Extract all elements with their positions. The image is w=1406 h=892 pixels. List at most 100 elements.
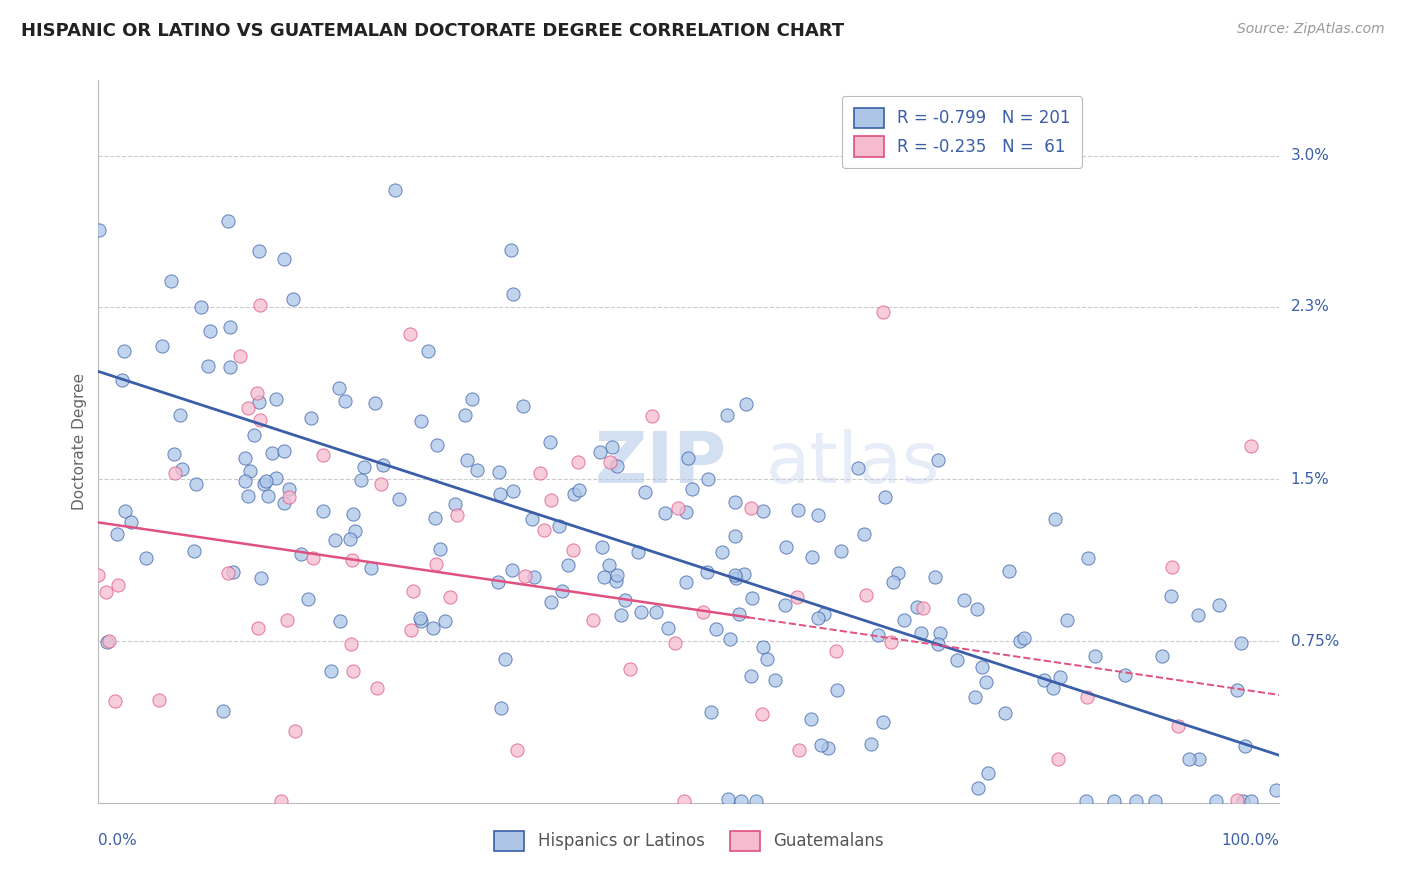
Text: 1.5%: 1.5% — [1291, 472, 1329, 487]
Point — [1160, 560, 1182, 574]
Point — [254, 474, 277, 488]
Point — [104, 693, 127, 707]
Point — [170, 462, 193, 476]
Point — [262, 446, 284, 460]
Point — [775, 541, 797, 555]
Point — [246, 386, 269, 401]
Point — [299, 411, 322, 425]
Text: HISPANIC OR LATINO VS GUATEMALAN DOCTORATE DEGREE CORRELATION CHART: HISPANIC OR LATINO VS GUATEMALAN DOCTORA… — [21, 22, 844, 40]
Point — [506, 743, 529, 757]
Point — [169, 408, 191, 422]
Point — [633, 485, 655, 500]
Point — [745, 794, 768, 808]
Point — [1046, 752, 1069, 766]
Point — [866, 628, 889, 642]
Point — [96, 635, 118, 649]
Point — [977, 766, 1000, 780]
Point — [163, 466, 186, 480]
Point — [501, 563, 523, 577]
Point — [423, 510, 446, 524]
Point — [1240, 439, 1263, 453]
Point — [654, 506, 676, 520]
Point — [502, 483, 524, 498]
Point — [807, 611, 830, 625]
Point — [370, 476, 392, 491]
Point — [217, 214, 239, 228]
Point — [1152, 649, 1174, 664]
Point — [974, 674, 997, 689]
Point — [1160, 589, 1182, 603]
Point — [256, 489, 278, 503]
Point — [1056, 613, 1078, 627]
Point — [756, 652, 779, 666]
Point — [741, 591, 763, 606]
Point — [250, 572, 273, 586]
Point — [666, 501, 689, 516]
Point — [763, 673, 786, 687]
Point — [540, 493, 562, 508]
Point — [824, 644, 846, 658]
Point — [197, 359, 219, 374]
Point — [540, 595, 562, 609]
Point — [880, 635, 903, 649]
Point — [678, 451, 700, 466]
Point — [927, 452, 949, 467]
Point — [333, 393, 356, 408]
Point — [1125, 794, 1147, 808]
Point — [135, 551, 157, 566]
Point — [725, 571, 748, 585]
Point — [846, 461, 869, 475]
Point — [384, 183, 406, 197]
Point — [228, 349, 250, 363]
Point — [409, 414, 432, 428]
Point — [952, 593, 974, 607]
Point — [236, 489, 259, 503]
Point — [1230, 636, 1253, 650]
Point — [1167, 719, 1189, 733]
Point — [1240, 794, 1263, 808]
Point — [461, 392, 484, 406]
Point — [872, 305, 894, 319]
Point — [364, 395, 387, 409]
Point — [342, 665, 364, 679]
Point — [408, 611, 430, 625]
Point — [724, 529, 747, 543]
Point — [515, 569, 537, 583]
Point — [340, 553, 363, 567]
Point — [297, 592, 319, 607]
Point — [401, 623, 423, 637]
Point — [564, 487, 586, 501]
Point — [486, 574, 509, 589]
Point — [882, 575, 904, 590]
Point — [730, 794, 752, 808]
Point — [512, 400, 534, 414]
Point — [1043, 512, 1066, 526]
Point — [664, 636, 686, 650]
Point — [425, 558, 447, 572]
Point — [444, 497, 467, 511]
Point — [343, 524, 366, 538]
Point — [716, 408, 738, 422]
Point — [529, 467, 551, 481]
Point — [872, 715, 894, 730]
Point — [733, 567, 755, 582]
Point — [599, 455, 621, 469]
Point — [456, 453, 478, 467]
Point — [398, 327, 420, 342]
Point — [582, 613, 605, 627]
Point — [276, 613, 298, 627]
Point — [751, 707, 773, 722]
Point — [465, 462, 488, 476]
Point — [735, 397, 758, 411]
Point — [264, 471, 287, 485]
Point — [786, 590, 808, 604]
Point — [630, 606, 652, 620]
Point — [1076, 690, 1098, 704]
Point — [426, 438, 449, 452]
Text: atlas: atlas — [766, 429, 941, 498]
Point — [627, 545, 650, 559]
Point — [1188, 752, 1211, 766]
Point — [657, 621, 679, 635]
Point — [606, 459, 628, 474]
Point — [551, 583, 574, 598]
